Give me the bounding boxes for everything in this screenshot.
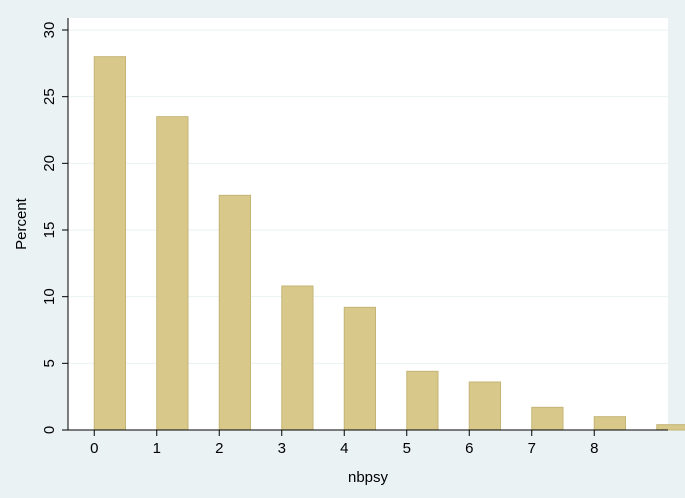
- y-tick-label: 10: [41, 288, 58, 305]
- x-tick-label: 7: [528, 440, 536, 457]
- y-tick-label: 15: [41, 222, 58, 239]
- x-tick-label: 0: [90, 440, 98, 457]
- y-tick-label: 0: [41, 426, 58, 434]
- y-axis-title: Percent: [13, 197, 30, 250]
- bar: [406, 370, 439, 431]
- x-tick-label: 6: [465, 440, 473, 457]
- bar: [281, 285, 314, 431]
- x-tick-label: 5: [403, 440, 411, 457]
- x-tick-label: 2: [215, 440, 223, 457]
- bar: [468, 381, 501, 431]
- bar: [156, 116, 189, 431]
- bar: [656, 424, 685, 431]
- y-tick-label: 25: [41, 88, 58, 105]
- x-tick-label: 1: [153, 440, 161, 457]
- x-axis-title: nbpsy: [348, 469, 389, 486]
- bar: [93, 56, 126, 431]
- x-tick-label: 8: [590, 440, 598, 457]
- bar: [343, 306, 376, 431]
- y-tick-label: 5: [41, 359, 58, 367]
- bar: [218, 194, 251, 431]
- bar: [531, 406, 564, 431]
- y-tick-label: 30: [41, 22, 58, 39]
- bar: [593, 416, 626, 431]
- x-tick-label: 4: [340, 440, 348, 457]
- x-tick-label: 3: [278, 440, 286, 457]
- y-tick-label: 20: [41, 155, 58, 172]
